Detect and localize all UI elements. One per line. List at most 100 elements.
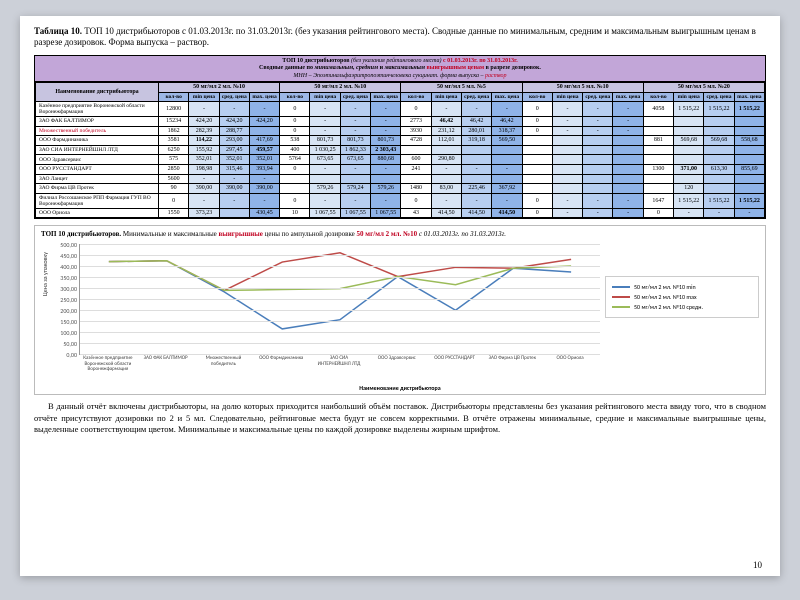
col-name: Наименование дистрибьютора xyxy=(36,83,159,102)
cell xyxy=(674,126,704,136)
gridline: 350,00 xyxy=(80,277,600,278)
cell: 114,22 xyxy=(189,136,219,146)
sub-col: max. цена xyxy=(371,92,401,101)
legend-item: 50 мг/мл 2 мл. №10 max xyxy=(612,293,752,301)
cell: - xyxy=(340,164,370,174)
cell xyxy=(552,174,582,184)
table-row: ЗАО ФАК БАЛТИМОР15234424,20424,20424,200… xyxy=(36,117,765,127)
cell: 2850 xyxy=(159,164,189,174)
cell xyxy=(522,155,552,165)
cell: - xyxy=(552,208,582,218)
cell: 801,73 xyxy=(340,136,370,146)
x-tick-label: Множественный победитель xyxy=(197,356,249,367)
cell: 3581 xyxy=(159,136,189,146)
cell: - xyxy=(431,164,461,174)
distributor-name: ООО Фармдинамика xyxy=(36,136,159,146)
cell: 4728 xyxy=(401,136,431,146)
sub-col: min цена xyxy=(552,92,582,101)
summary-table: ТОП 10 дистрибьюторов (без указания рейт… xyxy=(34,55,766,220)
sub-col: сред. цена xyxy=(583,92,613,101)
cell: - xyxy=(613,126,643,136)
cell: - xyxy=(734,208,764,218)
sub-col: max. цена xyxy=(492,92,522,101)
cell: 1 862,33 xyxy=(340,145,370,155)
cell: - xyxy=(613,193,643,208)
cell xyxy=(492,174,522,184)
cell: 673,65 xyxy=(310,155,340,165)
caption-bold: Таблица 10. xyxy=(34,26,82,36)
cell: 390,00 xyxy=(189,184,219,194)
table-title-dates: с 01.03.2013г. по 31.03.2013г. xyxy=(442,58,518,64)
sub-col: кол-во xyxy=(401,92,431,101)
distributor-name: Казённое предприятие Воронежской области… xyxy=(36,101,159,116)
cell xyxy=(734,126,764,136)
cell: - xyxy=(219,174,249,184)
cell: 430,45 xyxy=(249,208,279,218)
cell: - xyxy=(461,193,491,208)
cell: 558,68 xyxy=(734,136,764,146)
y-tick-label: 150,00 xyxy=(60,318,80,326)
gridline: 50,00 xyxy=(80,343,600,344)
cell: - xyxy=(340,101,370,116)
cell xyxy=(704,155,734,165)
cell: 225,46 xyxy=(461,184,491,194)
sub-col: max. цена xyxy=(613,92,643,101)
cell xyxy=(583,184,613,194)
table-row: Множественный победитель1862282,39288,77… xyxy=(36,126,765,136)
col-group: 50 мг/мл 5 мл. №10 xyxy=(522,83,643,93)
cell xyxy=(613,174,643,184)
cell xyxy=(613,164,643,174)
sub-col: кол-во xyxy=(280,92,310,101)
sub-col: сред. цена xyxy=(219,92,249,101)
cell: 112,01 xyxy=(431,136,461,146)
cell xyxy=(310,174,340,184)
footer-paragraph: В данный отчёт включены дистрибьюторы, н… xyxy=(34,401,766,434)
cell: 600 xyxy=(401,155,431,165)
cell: 0 xyxy=(401,193,431,208)
cell xyxy=(643,126,673,136)
cell: 46,42 xyxy=(461,117,491,127)
distributor-name: ЗАО Ланцет xyxy=(36,174,159,184)
cell: - xyxy=(583,101,613,116)
cell xyxy=(704,174,734,184)
cell: 43 xyxy=(401,208,431,218)
cell xyxy=(613,155,643,165)
cell: 1 515,22 xyxy=(704,193,734,208)
cell: - xyxy=(371,193,401,208)
cell: 569,68 xyxy=(704,136,734,146)
cell: 318,37 xyxy=(492,126,522,136)
cell xyxy=(643,117,673,127)
x-tick-label: ООО Ориола xyxy=(544,356,596,361)
sub-col: max. цена xyxy=(249,92,279,101)
legend-swatch xyxy=(612,306,630,308)
cell: - xyxy=(583,208,613,218)
cell: - xyxy=(340,117,370,127)
cell xyxy=(461,174,491,184)
cell xyxy=(674,117,704,127)
cell: 1 030,25 xyxy=(310,145,340,155)
legend-item: 50 мг/мл 2 мл. №10 средн. xyxy=(612,303,752,311)
t3a: МНН – Эпоэтинальфаэритропоэтинчеловека с… xyxy=(293,73,485,79)
cell: - xyxy=(552,117,582,127)
cell: 46,42 xyxy=(431,117,461,127)
y-tick-label: 300,00 xyxy=(60,285,80,293)
cell: - xyxy=(583,126,613,136)
table-title-main: ТОП 10 дистрибьюторов xyxy=(282,58,349,64)
cell: 2 303,43 xyxy=(371,145,401,155)
cell xyxy=(674,155,704,165)
col-group: 50 мг/мл 2 мл. №10 xyxy=(280,83,401,93)
y-axis-label: Цена за упаковку xyxy=(41,253,49,297)
distributor-name: Филиал Россошанское РПП Фармация ГУП ВО … xyxy=(36,193,159,208)
cell: 3930 xyxy=(401,126,431,136)
cell xyxy=(401,174,431,184)
cell xyxy=(522,174,552,184)
cell: 293,00 xyxy=(219,136,249,146)
cell: 400 xyxy=(280,145,310,155)
cell: 0 xyxy=(280,101,310,116)
cell xyxy=(613,136,643,146)
table-row: ЗАО СИА ИНТЕРНЕЙШНЛ ЛТД6250155,92297,454… xyxy=(36,145,765,155)
cell: 424,20 xyxy=(249,117,279,127)
table-row: ООО Здравсервис575352,01352,01352,015764… xyxy=(36,155,765,165)
cell: 4058 xyxy=(643,101,673,116)
cell xyxy=(492,155,522,165)
